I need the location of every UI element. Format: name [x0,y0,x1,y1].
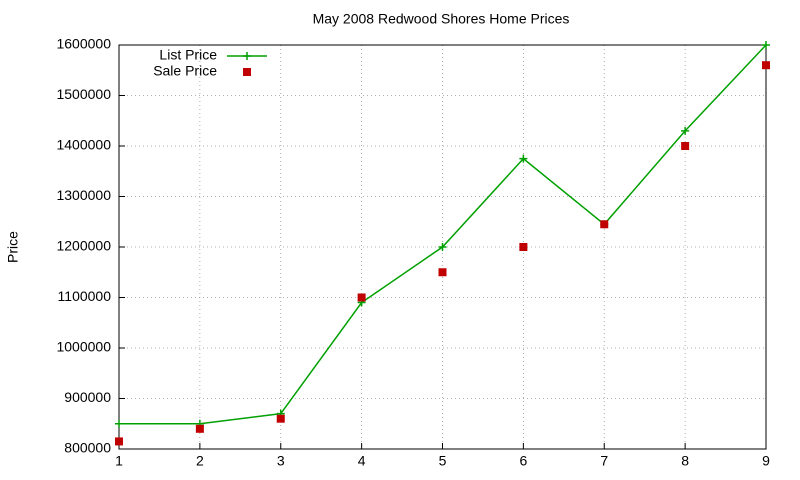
chart-title: May 2008 Redwood Shores Home Prices [313,11,570,27]
point-marker [195,424,204,433]
y-tick-label: 1500000 [56,86,111,102]
point-marker [438,243,447,251]
point-marker [681,126,690,135]
legend-marker [243,68,251,76]
y-tick-label: 800000 [64,440,111,456]
x-tick-label: 3 [277,453,285,469]
legend-label: List Price [159,47,217,63]
x-tick-label: 2 [196,453,204,469]
y-tick-label: 1600000 [56,36,111,52]
point-marker [115,419,123,428]
point-marker [115,437,123,446]
x-tick-label: 5 [439,453,447,469]
point-marker [357,293,366,302]
y-tick-label: 1200000 [56,238,111,254]
point-marker [762,41,770,49]
legend-marker [243,52,251,60]
x-tick-label: 4 [358,453,366,469]
y-tick-label: 900000 [64,389,111,405]
x-tick-label: 9 [762,453,770,469]
x-tick-label: 1 [115,453,123,469]
plot-frame [118,44,767,450]
y-tick-label: 1000000 [56,339,111,355]
y-tick-label: 1300000 [56,187,111,203]
point-marker [438,268,447,277]
point-marker [276,414,285,423]
x-tick-label: 6 [519,453,527,469]
y-tick-label: 1100000 [58,288,112,304]
point-marker [762,61,770,70]
legend-label: Sale Price [153,63,217,79]
y-tick-label: 1400000 [56,137,111,153]
x-tick-label: 8 [681,453,689,469]
y-axis-label: Price [5,231,21,263]
x-tick-label: 7 [600,453,608,469]
point-marker [519,243,528,251]
point-marker [681,142,690,150]
point-marker [519,154,528,163]
point-marker [600,220,609,229]
